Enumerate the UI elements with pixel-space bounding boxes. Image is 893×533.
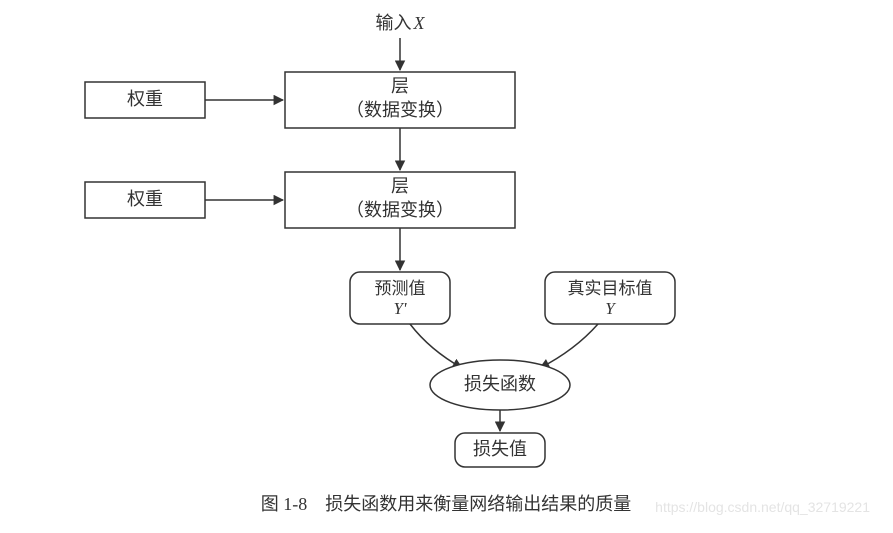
watermark: https://blog.csdn.net/qq_32719221 bbox=[655, 499, 870, 515]
layer1-line1: 层 bbox=[391, 76, 409, 96]
flowchart-diagram: 输入X 权重 层 （数据变换） 权重 层 （数据变换） 预测值 Y' 真实目标值… bbox=[0, 0, 893, 533]
layer1-line2: （数据变换） bbox=[346, 100, 454, 120]
weight2-label: 权重 bbox=[127, 189, 163, 209]
edge-pred-lossfn bbox=[410, 324, 462, 368]
true-line1: 真实目标值 bbox=[568, 279, 653, 298]
layer2-line1: 层 bbox=[391, 176, 409, 196]
weight1-label: 权重 bbox=[127, 89, 163, 109]
true-line2: Y bbox=[605, 299, 616, 318]
edge-true-lossfn bbox=[540, 324, 598, 368]
pred-line2: Y' bbox=[393, 299, 406, 318]
lossval-label: 损失值 bbox=[473, 439, 527, 459]
pred-line1: 预测值 bbox=[375, 279, 426, 298]
lossfn-label: 损失函数 bbox=[464, 374, 536, 394]
figure-caption: 图 1-8损失函数用来衡量网络输出结果的质量 bbox=[261, 494, 632, 514]
input-label: 输入X bbox=[376, 13, 426, 33]
layer2-line2: （数据变换） bbox=[346, 200, 454, 220]
